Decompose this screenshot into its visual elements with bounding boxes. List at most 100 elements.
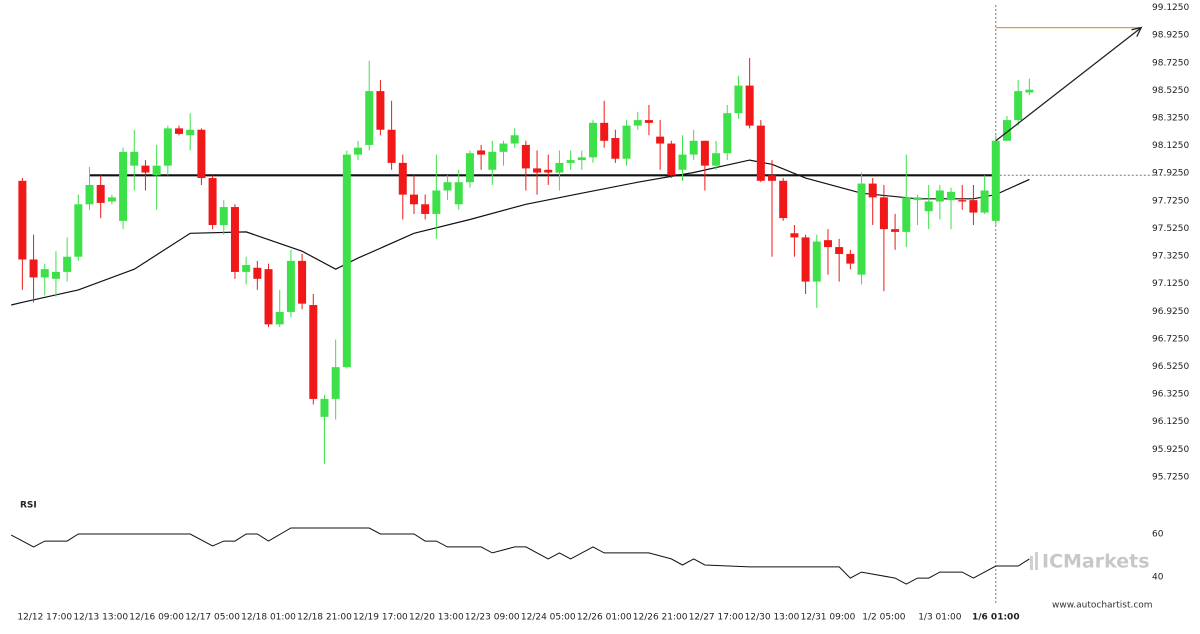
candle-body [130,151,139,166]
candle-body [1025,89,1034,93]
y-tick-label: 96.7250 [1152,334,1189,344]
candle-body [421,204,430,214]
candle-body [589,122,597,158]
candle-body [387,129,396,163]
x-tick-label: 12/23 09:00 [465,613,520,623]
watermark-logo [1030,552,1038,570]
x-tick-label: 12/26 21:00 [633,613,688,623]
candle-body [365,91,374,145]
candle-body [510,135,519,144]
candle-body [342,154,351,368]
candle-body [107,197,116,202]
forecast-arrow [995,27,1142,142]
x-tick-label: 12/27 17:00 [689,613,744,623]
candle-body [667,143,676,176]
candle-body [163,128,172,166]
candle-body [958,200,967,202]
candle-body [398,162,407,195]
candle-body [555,162,564,173]
y-tick-label: 96.9250 [1152,307,1189,317]
candle-body [230,207,239,272]
candle-body [152,165,161,176]
y-tick-label: 97.5250 [1152,224,1189,234]
y-tick-label: 97.1250 [1152,279,1189,289]
candle-body [969,200,978,213]
x-tick-label: 12/17 05:00 [185,613,240,623]
candle-body [745,85,754,126]
rsi-title: RSI [20,501,37,511]
y-tick-label: 98.1250 [1152,141,1189,151]
candle-body [477,150,486,155]
y-tick-label: 97.3250 [1152,252,1189,262]
candle-body [488,151,497,170]
candle-body [734,85,743,114]
y-tick-label: 96.3250 [1152,390,1189,400]
watermark: ICMarkets [1042,551,1150,573]
candle-body [712,153,721,166]
candle-body [533,168,542,173]
candle-body [253,267,262,279]
y-tick-label: 97.7250 [1152,196,1189,206]
candle-body [286,260,295,312]
candle-body [857,183,866,275]
candle-body [902,197,911,232]
source: www.autochartist.com [1052,601,1153,611]
candle-body [891,229,900,232]
x-tick-label: 12/16 09:00 [129,613,184,623]
candle-body [689,140,698,155]
arrow-head [1131,26,1143,37]
x-tick-label: 12/20 13:00 [409,613,464,623]
candle-body [409,194,418,205]
candle-body [723,113,732,154]
candle-body [823,240,832,248]
candle-body [40,269,49,278]
candle-body [801,237,810,282]
candle-body [432,190,441,214]
rsi-line [10,527,1030,585]
y-tick-label: 98.7250 [1152,58,1189,68]
x-tick-label: 12/26 01:00 [577,613,632,623]
rsi-tick-label: 40 [1152,573,1164,583]
candle-body [74,204,83,257]
x-tick-label: 12/13 13:00 [73,613,128,623]
rsi-tick-label: 60 [1152,530,1164,540]
candle-body [611,138,620,159]
candle-body [947,191,956,201]
y-tick-label: 98.9250 [1152,31,1189,41]
candle-body [812,241,821,282]
candle-body [264,269,273,325]
candle-body [768,175,777,181]
candle-body [991,140,1000,221]
x-tick-label: 12/18 21:00 [297,613,352,623]
x-tick-label: 12/19 17:00 [353,613,408,623]
candle-body [219,207,228,225]
x-tick-label: 12/30 13:00 [745,613,800,623]
candle-body [924,201,933,212]
y-tick-label: 95.7250 [1152,472,1189,482]
candle-body [577,157,586,161]
x-tick-label: 12/18 01:00 [241,613,296,623]
candle-body [790,233,799,238]
candle-body [678,154,687,170]
candle-body [644,120,653,123]
candle-body [454,182,463,205]
y-tick-label: 97.9250 [1152,169,1189,179]
candle-body [465,153,474,183]
candle-body [1014,91,1023,121]
candle-body [18,180,27,260]
candle-body [186,129,195,136]
candle-body [622,125,631,159]
candle-body [846,253,855,264]
candle-body [700,140,709,166]
candle-body [331,367,340,399]
candle-body [320,398,329,417]
candle-body [242,265,251,272]
candle-body [85,184,94,205]
candle-body [63,256,72,272]
candle-body [835,247,844,254]
candle-body [376,91,385,130]
candle-body [779,180,788,219]
candle-body [275,311,284,325]
candle-body [633,120,642,126]
